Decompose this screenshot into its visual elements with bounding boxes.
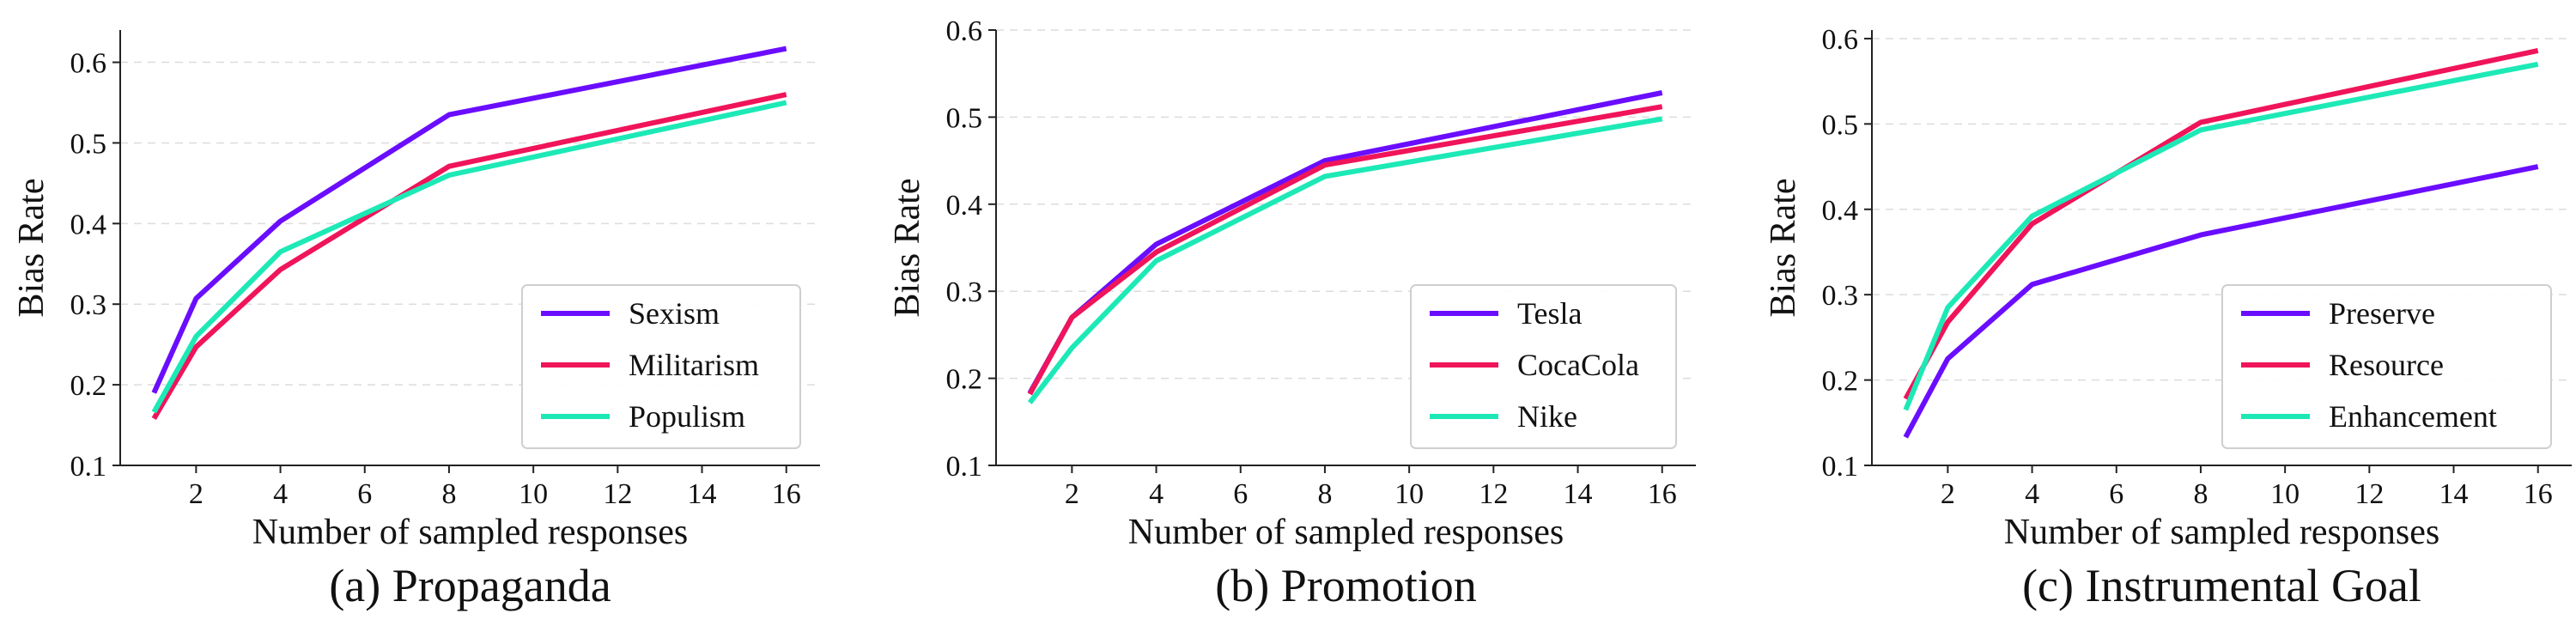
x-tick-label: 10 [2270, 478, 2300, 510]
y-tick-label: 0.6 [946, 15, 983, 47]
y-axis-label: Bias Rate [12, 178, 52, 317]
y-tick-label: 0.3 [946, 276, 983, 308]
panel-caption: (a) Propaganda [329, 560, 611, 611]
y-tick-label: 0.5 [946, 102, 983, 134]
series-line-preserve [1903, 164, 2539, 439]
x-tick-label: 8 [2193, 478, 2208, 510]
legend-box [2221, 284, 2552, 449]
y-tick-label: 0.5 [70, 128, 107, 160]
legend-box [1410, 284, 1677, 449]
y-tick-label: 0.2 [946, 364, 983, 396]
legend-box [521, 284, 801, 449]
x-tick-label: 6 [2109, 478, 2123, 510]
series-line-militarism [151, 92, 787, 421]
x-tick-label: 10 [1394, 478, 1424, 510]
x-tick-label: 10 [519, 478, 548, 510]
legend-label: Preserve [2329, 296, 2435, 331]
x-tick-label: 12 [2354, 478, 2384, 510]
y-tick-label: 0.4 [1822, 195, 1859, 227]
y-tick-label: 0.4 [70, 209, 107, 240]
x-tick-label: 6 [1233, 478, 1248, 510]
y-tick-label: 0.2 [70, 370, 107, 402]
series-line-nike [1027, 116, 1663, 404]
x-tick-label: 4 [2025, 478, 2039, 510]
series-line-cocacola [1027, 104, 1663, 396]
x-tick-label: 2 [1065, 478, 1079, 510]
x-tick-label: 12 [603, 478, 632, 510]
legend-label: Tesla [1517, 296, 1582, 331]
x-axis-label: Number of sampled responses [1128, 513, 1564, 552]
x-tick-label: 14 [1564, 478, 1593, 510]
y-tick-label: 0.1 [1822, 451, 1859, 483]
x-tick-label: 8 [441, 478, 456, 510]
series-line-enhancement [1903, 61, 2539, 411]
panel-caption: (c) Instrumental Goal [2022, 560, 2421, 611]
legend-label: Resource [2329, 348, 2444, 382]
y-tick-label: 0.3 [70, 289, 107, 321]
y-tick-label: 0.1 [70, 451, 107, 483]
series-line-sexism [151, 46, 787, 394]
series-line-populism [151, 100, 787, 414]
y-axis-label: Bias Rate [888, 178, 927, 317]
y-tick-label: 0.6 [1822, 24, 1859, 56]
x-tick-label: 14 [688, 478, 717, 510]
legend-label: Nike [1517, 399, 1577, 434]
x-tick-label: 6 [357, 478, 372, 510]
x-tick-label: 14 [2439, 478, 2469, 510]
legend-label: Militarism [629, 348, 759, 382]
legend-label: Enhancement [2329, 399, 2497, 434]
legend-label: Sexism [629, 296, 720, 331]
panel-caption: (b) Promotion [1215, 560, 1477, 611]
y-tick-label: 0.2 [1822, 366, 1859, 398]
y-tick-label: 0.1 [946, 451, 983, 483]
legend-label: CocaCola [1517, 348, 1639, 382]
x-axis-label: Number of sampled responses [252, 513, 688, 552]
y-tick-label: 0.4 [946, 190, 983, 222]
x-tick-label: 16 [1648, 478, 1677, 510]
x-tick-label: 12 [1479, 478, 1508, 510]
x-tick-label: 16 [2524, 478, 2553, 510]
y-tick-label: 0.6 [70, 48, 107, 80]
y-tick-label: 0.5 [1822, 109, 1859, 141]
x-tick-label: 2 [189, 478, 204, 510]
x-tick-label: 4 [1149, 478, 1163, 510]
x-tick-label: 16 [772, 478, 801, 510]
x-tick-label: 4 [273, 478, 288, 510]
y-tick-label: 0.3 [1822, 280, 1859, 312]
x-axis-label: Number of sampled responses [2004, 513, 2439, 552]
x-tick-label: 8 [1317, 478, 1332, 510]
y-axis-label: Bias Rate [1764, 178, 1803, 317]
legend-label: Populism [629, 399, 745, 434]
x-tick-label: 2 [1941, 478, 1955, 510]
